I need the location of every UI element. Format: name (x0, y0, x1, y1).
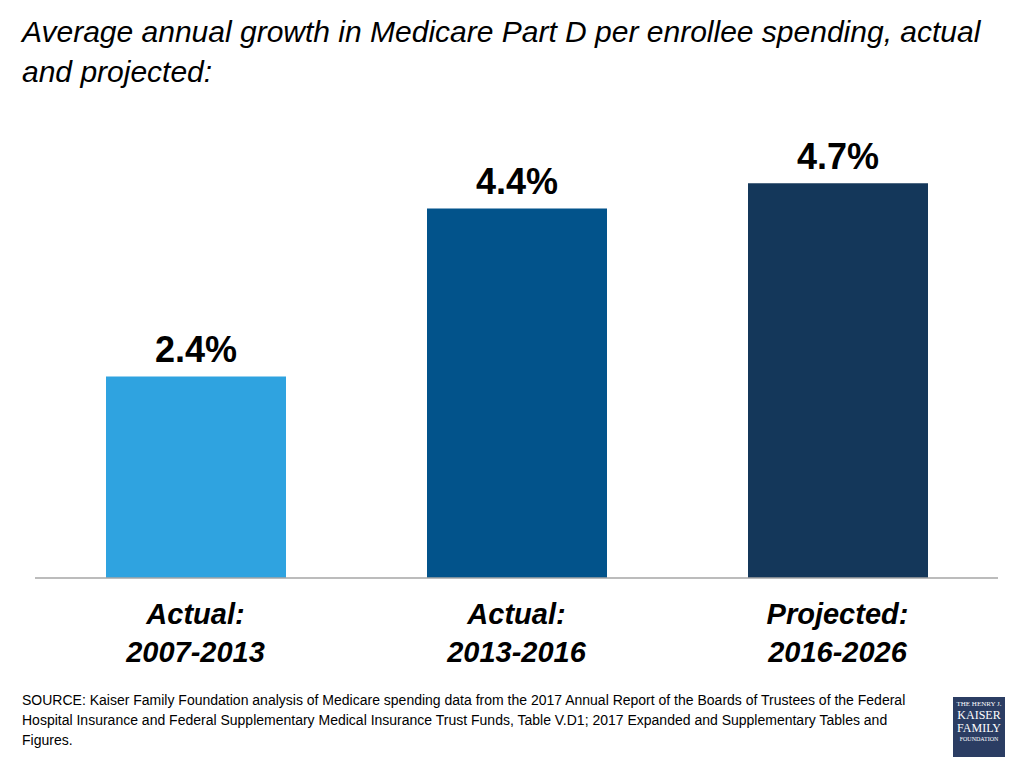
svg-text:4.7%: 4.7% (797, 136, 879, 177)
svg-text:Projected:: Projected: (767, 598, 909, 630)
html-text:Average annual growth in Medic: Average annual growth in Medicare Part D… (22, 15, 981, 88)
html-text:THE HENRY J.: THE HENRY J. (956, 700, 1002, 708)
svg-text:2013-2016: 2013-2016 (446, 636, 587, 668)
html-text:FOUNDATION: FOUNDATION (959, 736, 999, 742)
svg-text:2.4%: 2.4% (155, 329, 237, 370)
html-text:FAMILY: FAMILY (957, 721, 1001, 735)
svg-text:Actual:: Actual: (145, 598, 244, 630)
html-text:SOURCE: Kaiser Family Foundati: SOURCE: Kaiser Family Foundation analysi… (22, 692, 906, 748)
svg-text:2016-2026: 2016-2026 (767, 636, 908, 668)
svg-text:2007-2013: 2007-2013 (125, 636, 265, 668)
svg-text:4.4%: 4.4% (476, 161, 558, 202)
html-text:KAISER: KAISER (957, 708, 1001, 722)
svg-text:Actual:: Actual: (466, 598, 565, 630)
